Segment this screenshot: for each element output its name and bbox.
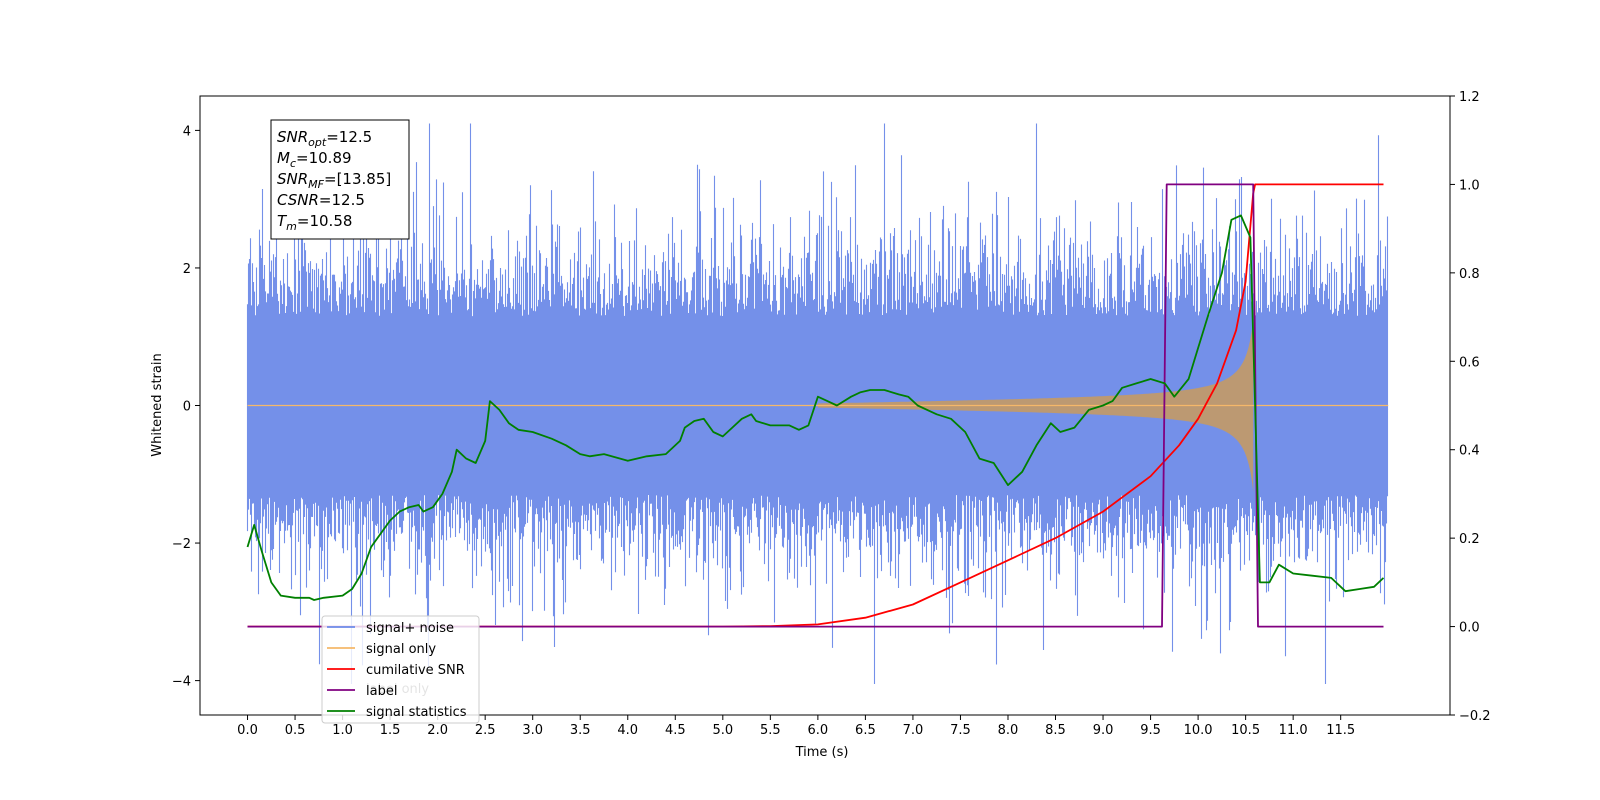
- x-tick-label: 0.0: [237, 723, 258, 738]
- x-tick-label: 2.5: [475, 723, 496, 738]
- y-axis-label: Whitened strain: [150, 353, 165, 456]
- plot-content: [246, 123, 1389, 684]
- y-tick-label: 4: [183, 124, 191, 139]
- x-tick-label: 9.0: [1093, 723, 1114, 738]
- y2-tick-label: −0.2: [1459, 709, 1491, 724]
- x-tick-label: 1.0: [332, 723, 353, 738]
- y-ticks: −4 −2 0 2 4: [172, 124, 200, 690]
- x-tick-label: 10.0: [1184, 723, 1213, 738]
- x-tick-label: 11.0: [1279, 723, 1308, 738]
- y-tick-label: 2: [183, 262, 191, 277]
- x-tick-label: 5.5: [760, 723, 781, 738]
- x-tick-label: 6.5: [855, 723, 876, 738]
- y-tick-label: −2: [172, 537, 191, 552]
- x-tick-label: 5.0: [712, 723, 733, 738]
- x-axis-label: Time (s): [795, 745, 849, 760]
- x-tick-label: 10.5: [1231, 723, 1260, 738]
- x-tick-label: 9.5: [1140, 723, 1161, 738]
- x-tick-label: 0.5: [285, 723, 306, 738]
- legend-label: signal only: [366, 642, 436, 657]
- y2-tick-label: 1.0: [1459, 178, 1480, 193]
- legend-frame: [321, 615, 480, 724]
- y2-ticks: −0.2 0.0 0.2 0.4 0.6 0.8 1.0 1.2: [1450, 90, 1491, 724]
- info-line: Tm=10.58: [277, 212, 352, 233]
- x-tick-label: 7.0: [903, 723, 924, 738]
- info-line: SNRMF=[13.85]: [277, 170, 391, 191]
- info-line: Mc=10.89: [277, 149, 352, 170]
- x-tick-label: 4.5: [665, 723, 686, 738]
- x-ticks: 0.0 0.5 1.0 1.5 2.0 2.5 3.0 3.5 4.0 4.5 5.0 5.5 6.0 6…: [237, 715, 1355, 738]
- y2-tick-label: 0.4: [1459, 444, 1480, 459]
- y2-tick-label: 1.2: [1459, 90, 1480, 105]
- x-tick-label: 11.5: [1326, 723, 1355, 738]
- info-line: CSNR=12.5: [277, 191, 365, 209]
- info-line: SNRopt=12.5: [277, 128, 372, 149]
- legend-label: cumilative SNR: [366, 663, 465, 678]
- legend-label: signal+ noise: [366, 621, 454, 636]
- x-tick-label: 6.0: [808, 723, 829, 738]
- x-tick-label: 7.5: [950, 723, 971, 738]
- y-tick-label: 0: [183, 400, 191, 415]
- signal-statistics-line: [246, 214, 1385, 601]
- legend-label: label: [366, 684, 397, 699]
- x-tick-label: 8.5: [1045, 723, 1066, 738]
- x-tick-label: 4.0: [617, 723, 638, 738]
- y2-tick-label: 0.0: [1459, 621, 1480, 636]
- x-tick-label: 3.5: [570, 723, 591, 738]
- cumulative-snr-line: [247, 183, 1384, 628]
- x-tick-label: 3.0: [522, 723, 543, 738]
- label-line: [247, 183, 1384, 628]
- x-tick-label: 8.0: [998, 723, 1019, 738]
- y-tick-label: −4: [172, 675, 191, 690]
- info-box: SNRopt=12.5Mc=10.89SNRMF=[13.85]CSNR=12.…: [270, 119, 410, 240]
- y2-tick-label: 0.8: [1459, 267, 1480, 282]
- x-tick-label: 2.0: [427, 723, 448, 738]
- info-box-frame: [270, 119, 410, 240]
- x-tick-label: 1.5: [380, 723, 401, 738]
- legend-label: signal statistics: [366, 705, 467, 720]
- y2-tick-label: 0.6: [1459, 355, 1480, 370]
- y2-tick-label: 0.2: [1459, 532, 1480, 547]
